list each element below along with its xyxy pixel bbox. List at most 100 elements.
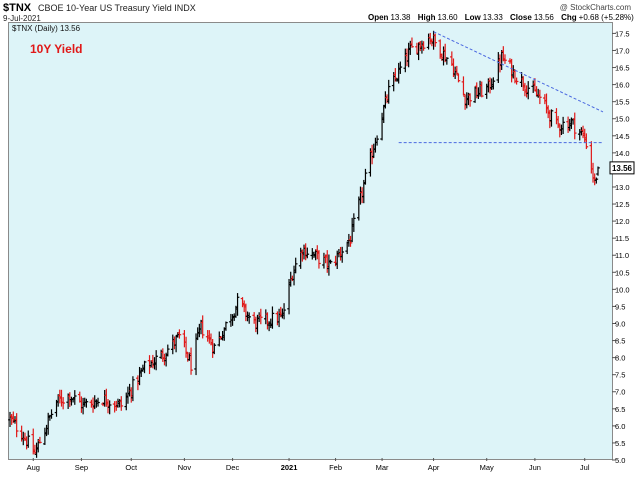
ohlc-bar [293, 257, 298, 274]
ohlc-bar [584, 133, 589, 150]
y-tick-label: 6.5 [615, 405, 625, 414]
low-label: Low [464, 13, 481, 22]
ohlc-bar [526, 81, 531, 100]
low-value: 13.33 [482, 13, 503, 22]
ohlc-bar [131, 376, 135, 402]
ohlc-bar [305, 247, 310, 259]
y-tick-label: 11.5 [615, 234, 629, 243]
stockcharts-brand[interactable]: @ StockCharts.com [559, 3, 631, 12]
ohlc-bar [398, 61, 403, 74]
ohlc-bar [177, 329, 182, 339]
instrument-description: CBOE 10-Year US Treasury Yield INDX [38, 3, 196, 13]
ohlc-bar [189, 347, 193, 375]
ohlc-bar [317, 250, 321, 269]
y-tick-label: 12.5 [615, 200, 630, 209]
y-tick-label: 14.0 [615, 149, 630, 158]
ohlc-bar [282, 303, 286, 320]
ohlc-bar [386, 79, 391, 104]
x-tick-label: May [480, 463, 494, 472]
close-label: Close [510, 13, 532, 22]
ohlc-bar [514, 77, 519, 85]
y-tick-label: 15.0 [615, 115, 630, 124]
resistance-trendline [433, 31, 604, 113]
x-tick-label: Jun [529, 463, 541, 472]
ohlc-bar [154, 350, 158, 371]
plot-area [8, 22, 613, 460]
ohlc-bar [328, 259, 333, 264]
y-tick-label: 8.5 [615, 337, 625, 346]
ohlc-bar [456, 73, 461, 83]
chg-value: +0.68 (+5.28%) [578, 13, 634, 22]
ohlc-bar [26, 430, 31, 448]
ohlc-bar [479, 81, 484, 98]
x-tick-label: Apr [428, 463, 440, 472]
y-tick-label: 9.5 [615, 302, 625, 311]
y-tick-label: 15.5 [615, 98, 630, 107]
y-tick-label: 6.0 [615, 422, 625, 431]
chart-annotation-label: 10Y Yield [30, 42, 83, 56]
x-tick-label: Oct [125, 463, 138, 472]
y-tick-label: 12.0 [615, 217, 630, 226]
ohlc-bar [561, 116, 565, 135]
ohlc-bar [235, 293, 240, 316]
y-tick-label: 10.5 [615, 268, 630, 277]
x-tick-label: Dec [226, 463, 240, 472]
ohlc-bar [433, 33, 438, 47]
chart-date: 9-Jul-2021 [3, 14, 41, 23]
open-label: Open [368, 13, 389, 22]
ohlc-bar [72, 390, 77, 405]
close-value: 13.56 [533, 13, 554, 22]
ohlc-bar [461, 76, 466, 96]
ohlc-bar [212, 343, 217, 355]
x-tick-label: Mar [376, 463, 389, 472]
ohlc-bar [270, 306, 275, 329]
ohlc-bar [421, 41, 426, 51]
ohlc-bar [445, 57, 449, 65]
ohlc-bar [247, 312, 251, 324]
ohlc-bar [49, 409, 54, 419]
y-tick-label: 5.0 [615, 456, 625, 465]
ohlc-bar [455, 65, 459, 75]
high-value: 13.60 [437, 13, 458, 22]
ohlc-bar [107, 400, 112, 415]
ohlc-bar [142, 360, 147, 374]
ohlc-bar [61, 397, 65, 410]
ohlc-bar [363, 168, 368, 185]
chg-label: Chg [561, 13, 577, 22]
ticker-symbol: $TNX [3, 2, 32, 14]
ohlc-bar [165, 344, 170, 357]
ohlc-bar [410, 37, 414, 48]
ohlc-bar [468, 93, 472, 107]
ohlc-bar [200, 315, 205, 339]
y-tick-label: 11.0 [615, 251, 629, 260]
y-tick-label: 16.5 [615, 64, 630, 73]
ohlc-bar [38, 436, 42, 444]
ohlc-bar [572, 112, 577, 140]
series-legend: $TNX (Daily) 13.56 [12, 24, 81, 33]
y-tick-label: 16.0 [615, 81, 630, 90]
y-tick-label: 9.0 [615, 319, 625, 328]
ohlc-bar [491, 77, 496, 90]
x-tick-label: Nov [178, 463, 192, 472]
ohlc-bar [340, 246, 345, 263]
x-tick-label: Jul [580, 463, 590, 472]
x-tick-label: 2021 [281, 463, 298, 472]
ohlc-bar [538, 89, 542, 105]
y-tick-label: 5.5 [615, 439, 625, 448]
y-tick-label: 7.5 [615, 371, 625, 380]
y-tick-label: 13.0 [615, 183, 630, 192]
ohlc-bar [549, 109, 554, 127]
last-value-label: 13.56 [612, 164, 633, 173]
ohlc-bar [503, 54, 507, 64]
y-tick-label: 7.0 [615, 388, 625, 397]
last-value-tag [609, 161, 635, 175]
ohlc-readout: Open 13.38 High 13.60 Low 13.33 Close 13.56 … [368, 13, 639, 22]
ohlc-bar [594, 177, 599, 184]
y-tick-label: 14.5 [615, 132, 630, 141]
x-tick-label: Feb [329, 463, 342, 472]
y-tick-label: 17.0 [615, 46, 630, 55]
ohlc-bar [352, 213, 356, 232]
open-value: 13.38 [390, 13, 411, 22]
ohlc-bar [14, 413, 19, 438]
